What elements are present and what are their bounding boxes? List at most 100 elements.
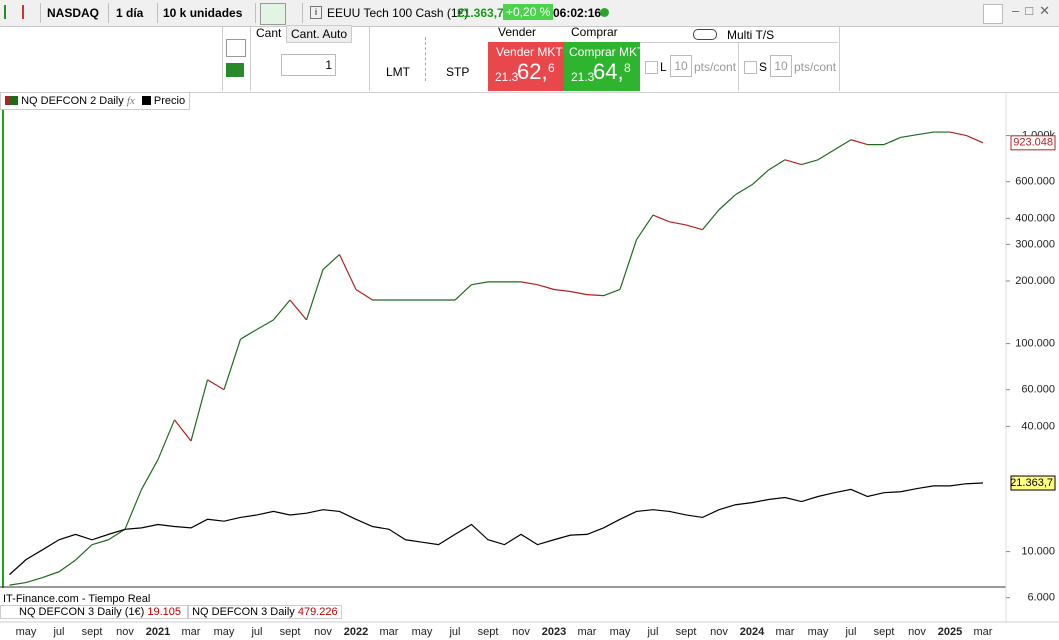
- x-tick-label: jul: [844, 626, 856, 638]
- l-check[interactable]: [645, 61, 658, 74]
- s-label: S: [759, 60, 768, 74]
- time: 06:02:16: [553, 6, 602, 20]
- x-tick-label: nov: [314, 626, 332, 638]
- sell-small[interactable]: 6: [548, 61, 555, 75]
- stp-button[interactable]: STP: [446, 65, 470, 79]
- qty-input[interactable]: 1: [281, 54, 336, 76]
- s-check[interactable]: [744, 61, 757, 74]
- chart-icon[interactable]: [4, 5, 24, 19]
- line-segment: [702, 209, 720, 231]
- l-label: L: [660, 60, 667, 74]
- x-tick-label: mar: [182, 626, 201, 638]
- buy-prefix[interactable]: 21.3: [571, 70, 595, 84]
- buy-small[interactable]: 8: [624, 61, 631, 75]
- end-label-box: [1010, 475, 1056, 491]
- y-tick-label: 100.000: [1015, 337, 1055, 349]
- qty-tab[interactable]: Cant: [256, 26, 282, 40]
- s-input[interactable]: 10: [770, 55, 792, 77]
- multi-label: Multi T/S: [727, 28, 775, 42]
- line-segment: [190, 379, 209, 442]
- line-segment: [223, 338, 242, 390]
- line-segment: [355, 288, 373, 301]
- x-tick-label: 2022: [344, 626, 368, 638]
- order-frame: [222, 27, 840, 91]
- x-tick-label: may: [412, 626, 433, 638]
- sell-button[interactable]: Vender MKT 21.3 62, 6: [488, 42, 564, 91]
- info-icon[interactable]: i: [310, 6, 322, 19]
- x-tick-label: sept: [280, 626, 301, 638]
- sell-title: Vender: [498, 25, 537, 39]
- y-tick-label: 60.000: [1021, 384, 1055, 396]
- line-segment: [652, 214, 670, 223]
- y-tick-label: 600.000: [1015, 176, 1055, 188]
- line-segment: [305, 269, 324, 321]
- end-label: 923.048: [1010, 135, 1056, 151]
- panel-value: 19.105: [147, 606, 182, 618]
- legend-entry[interactable]: Precio: [153, 95, 186, 107]
- indicators-button[interactable]: [260, 3, 286, 25]
- multi-toggle[interactable]: [693, 29, 717, 40]
- x-tick-label: sept: [874, 626, 895, 638]
- buy-label[interactable]: Comprar MKT: [569, 45, 645, 59]
- legend-entry[interactable]: NQ DEFCON 2 Daily: [21, 95, 124, 107]
- line-segment: [801, 159, 819, 166]
- line-segment: [256, 319, 274, 330]
- line-segment: [537, 284, 555, 291]
- keypad-button[interactable]: [226, 63, 244, 77]
- y-tick-label: 10.000: [1021, 546, 1055, 558]
- x-tick-label: sept: [478, 626, 499, 638]
- panel-name[interactable]: NQ DEFCON 3 Daily: [192, 606, 295, 618]
- line-segment: [108, 528, 126, 541]
- x-tick-label: jul: [646, 626, 658, 638]
- line-segment: [157, 419, 176, 460]
- line-segment: [619, 239, 638, 290]
- line-segment: [685, 224, 703, 231]
- order-panel: Cant Cant. Auto 1 LMT STP Vender Comprar…: [0, 25, 1059, 93]
- line-segment: [586, 294, 604, 297]
- legend-swatch: [141, 96, 151, 105]
- line-segment: [768, 159, 786, 171]
- l-unit: pts/cont: [694, 60, 737, 74]
- x-tick-label: nov: [908, 626, 926, 638]
- l-input[interactable]: 10: [670, 55, 692, 77]
- auto-tab[interactable]: Cant. Auto: [286, 25, 353, 43]
- line-segment: [900, 134, 918, 139]
- buy-button[interactable]: Comprar MKT 21.3 64, 8: [564, 42, 644, 91]
- sync-button[interactable]: [983, 4, 1003, 24]
- line-segment: [140, 459, 159, 490]
- line-segment: [42, 571, 60, 579]
- line-segment: [718, 194, 736, 211]
- timeframe[interactable]: 1 día: [116, 6, 144, 20]
- status-dot: [600, 8, 609, 17]
- s-unit: pts/cont: [794, 60, 837, 74]
- window-controls[interactable]: –□✕: [1012, 3, 1056, 18]
- sell-label[interactable]: Vender MKT: [496, 45, 563, 59]
- market[interactable]: NASDAQ: [47, 6, 100, 20]
- x-tick-label: jul: [448, 626, 460, 638]
- lmt-button[interactable]: LMT: [386, 65, 410, 79]
- line-segment: [58, 559, 76, 573]
- y-tick-label: 40.000: [1021, 420, 1055, 432]
- chart-bg: [0, 92, 1059, 640]
- buy-title: Comprar: [571, 25, 618, 39]
- line-segment: [25, 577, 43, 584]
- x-tick-label: sept: [82, 626, 103, 638]
- units[interactable]: 10 k unidades: [163, 6, 243, 20]
- settings-button[interactable]: [226, 39, 246, 57]
- qty-box: [250, 27, 370, 91]
- x-tick-label: nov: [710, 626, 728, 638]
- buy-big[interactable]: 64,: [593, 59, 624, 84]
- line-segment: [916, 131, 934, 136]
- x-tick-label: mar: [380, 626, 399, 638]
- sell-big[interactable]: 62,: [517, 59, 548, 84]
- line-segment: [471, 281, 489, 286]
- x-tick-label: 2021: [146, 626, 170, 638]
- x-tick-label: mar: [776, 626, 795, 638]
- line-segment: [636, 214, 654, 240]
- y-tick-label: 200.000: [1015, 275, 1055, 287]
- panel-name[interactable]: NQ DEFCON 3 Daily (1€): [19, 606, 145, 618]
- x-tick-label: 2023: [542, 626, 566, 638]
- sell-prefix[interactable]: 21.3: [495, 70, 519, 84]
